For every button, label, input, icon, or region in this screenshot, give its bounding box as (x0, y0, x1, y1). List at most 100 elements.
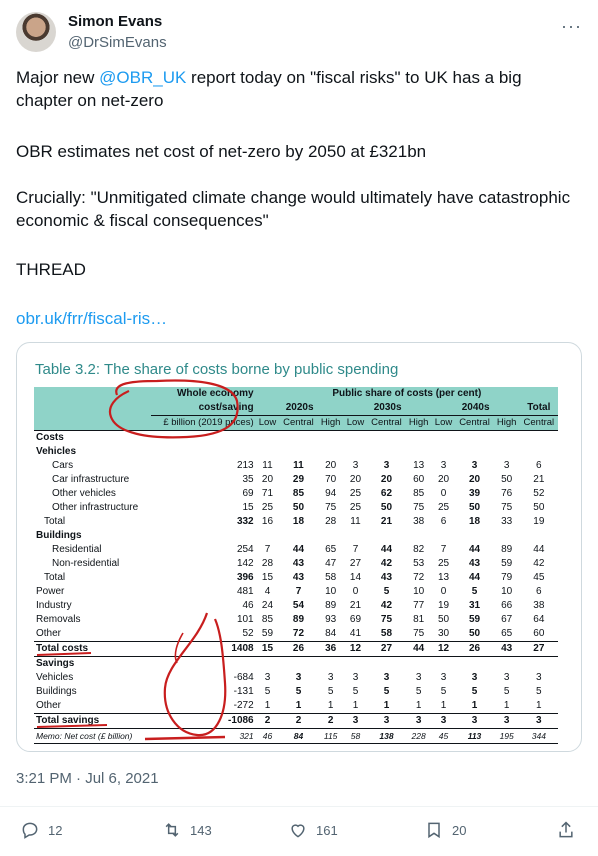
table-cell: 52 (242, 628, 254, 639)
header-cost-saving: cost/saving (151, 401, 256, 416)
table-cell: 481 (236, 586, 254, 597)
table-row: Total 396 15 43 58 14 43 72 13 44 79 45 (34, 571, 558, 585)
header-low: Low (255, 415, 280, 431)
table-cell: 5 (415, 686, 422, 697)
obr-table: Whole economy Public share of costs (per… (34, 387, 558, 744)
table-row: Residential 254 7 44 65 7 44 82 7 44 89 44 (34, 543, 558, 557)
tweet-link[interactable]: obr.uk/frr/fiscal-ris… (16, 307, 167, 330)
table-row: Memo: Net cost (£ billion) 321 46 84 115 58 13… (34, 728, 558, 744)
table-cell: 75 (413, 628, 425, 639)
table-cell: 75 (380, 614, 393, 625)
table-cell: 20 (349, 474, 362, 485)
table-cell: 43 (493, 641, 520, 657)
table-cell: 15 (255, 641, 280, 657)
divider (0, 806, 598, 807)
row-label: Car infrastructure (52, 474, 130, 485)
table-cell: 79 (501, 572, 513, 583)
table-row: Costs (34, 430, 558, 445)
media-image[interactable]: Table 3.2: The share of costs borne by p… (16, 342, 582, 752)
table-cell (279, 529, 317, 543)
table-cell: 3 (295, 672, 302, 683)
table-cell (455, 529, 493, 543)
table-cell (406, 657, 432, 672)
table-cell: 3 (503, 672, 510, 683)
author-name[interactable]: Simon Evans (68, 13, 163, 30)
more-options-icon[interactable]: ··· (561, 16, 582, 36)
table-cell: 27 (367, 641, 406, 657)
row-label: Costs (34, 430, 152, 445)
table-cell: 19 (533, 516, 545, 527)
table-cell: 7 (440, 544, 447, 555)
table-cell: 25 (349, 488, 362, 499)
table-cell: 28 (261, 558, 274, 569)
table-cell: 65 (501, 628, 513, 639)
table-cell: 3 (352, 460, 359, 471)
like-button[interactable]: 161 (288, 820, 338, 840)
header-public-share: Public share of costs (per cent) (255, 387, 558, 401)
table-cell: 3 (327, 672, 334, 683)
table-cell: 5 (471, 586, 478, 597)
mention-link[interactable]: @OBR_UK (99, 68, 187, 87)
table-cell (519, 430, 558, 445)
table-title-text: The share of costs borne by public spend… (100, 361, 399, 378)
table-cell: 47 (325, 558, 337, 569)
table-cell: 1 (471, 700, 478, 711)
table-cell: 13 (437, 572, 450, 583)
table-cell: 39 (468, 488, 481, 499)
header-central: Central (455, 415, 494, 431)
table-cell: 3 (383, 460, 390, 471)
table-cell: 54 (292, 600, 305, 611)
table-cell (279, 430, 318, 445)
table-cell: 5 (352, 686, 359, 697)
table-cell: 2 (317, 713, 344, 729)
table-cell: 44 (380, 544, 393, 555)
reply-button[interactable]: 12 (20, 820, 62, 840)
table-cell (151, 657, 255, 672)
table-cell: 43 (468, 558, 481, 569)
table-cell: -131 (233, 686, 254, 697)
table-row: Total 332 16 18 28 11 21 38 6 18 33 19 (34, 515, 558, 529)
table-cell: 3 (405, 713, 432, 729)
table-cell: 3 (536, 672, 542, 683)
avatar[interactable] (16, 12, 56, 52)
table-cell (317, 430, 344, 445)
table-cell: 46 (255, 728, 280, 744)
retweet-button[interactable]: 143 (162, 820, 212, 840)
table-cell: 53 (413, 558, 425, 569)
link-text[interactable]: obr.uk/frr/fiscal-ris… (16, 309, 168, 328)
table-row: Other infrastructure 15 25 50 75 25 50 75 25 50 75… (34, 501, 558, 515)
bookmark-button[interactable]: 20 (424, 820, 466, 840)
table-row: Other vehicles 69 71 85 94 25 62 85 0 39 76 52 (34, 487, 558, 501)
table-cell: 11 (262, 460, 273, 471)
table-cell: 1 (536, 700, 542, 711)
table-cell: 1 (415, 700, 422, 711)
table-cell: 42 (380, 558, 393, 569)
table-cell: 45 (431, 728, 456, 744)
table-cell (256, 529, 280, 543)
table-cell: 43 (380, 572, 393, 583)
table-row: Car infrastructure 35 20 29 70 20 20 60 20 20 50 21 (34, 473, 558, 487)
table-cell: 26 (455, 641, 494, 657)
table-cell: 1 (295, 700, 302, 711)
table-cell: 64 (533, 614, 545, 625)
table-cell: 50 (468, 628, 481, 639)
tweet-timestamp[interactable]: 3:21 PM · Jul 6, 2021 (16, 770, 159, 787)
share-button[interactable] (556, 820, 576, 840)
table-cell: 59 (501, 558, 513, 569)
tweet-header: Simon Evans @DrSimEvans ··· (16, 12, 582, 56)
table-cell: 14 (349, 572, 362, 583)
table-cell: 20 (380, 474, 393, 485)
table-cell: 20 (437, 474, 450, 485)
table-cell: 0 (440, 586, 447, 597)
table-cell (343, 430, 368, 445)
row-label: Removals (36, 614, 81, 625)
author-handle[interactable]: @DrSimEvans (68, 34, 167, 51)
table-cell: 58 (343, 728, 368, 744)
table-cell: 3 (455, 713, 494, 729)
table-cell: 10 (325, 586, 337, 597)
table-cell: 27 (519, 641, 558, 657)
table-cell: 3 (352, 672, 359, 683)
table-cell: 84 (325, 628, 337, 639)
table-cell: 65 (325, 544, 337, 555)
table-row: Industry 46 24 54 89 21 42 77 19 31 66 38 (34, 599, 558, 613)
